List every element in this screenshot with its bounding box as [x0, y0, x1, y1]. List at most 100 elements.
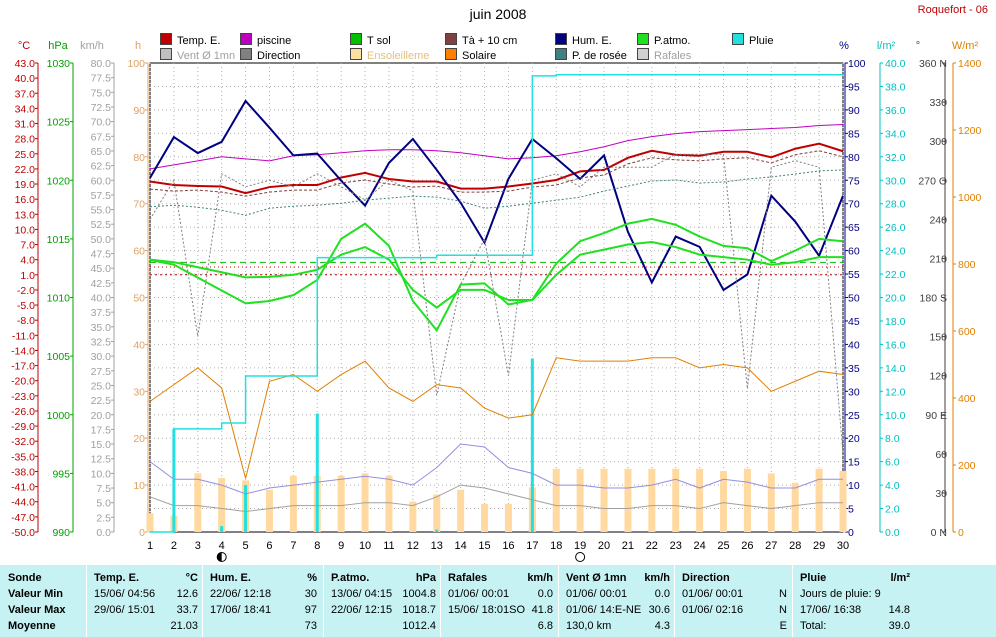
x-tick-label: 9: [338, 540, 344, 552]
series-piscine-line: [149, 124, 844, 170]
sunshine-bar: [337, 475, 345, 532]
stats-column-unit: km/h: [644, 572, 670, 584]
stats-cell-value: 0.0: [654, 588, 670, 600]
stats-column-title: Vent Ø 1mn: [566, 572, 627, 584]
legend-label: T sol: [367, 35, 391, 47]
sun-tick-label: 0: [139, 527, 145, 539]
temp-tick-label: -5.0: [17, 300, 35, 312]
wind-tick-label: 75.0: [91, 87, 112, 99]
stats-column-title: Rafales: [448, 572, 488, 584]
temp-tick-label: -2.0: [17, 285, 35, 297]
stats-cell-value: 30: [304, 588, 317, 600]
stats-column: P.atmo. hPa 13/06/ 04:15 1004.8 22/06/ 12:15…: [327, 565, 440, 637]
rain-tick-label: 16.0: [885, 339, 906, 351]
stats-cell-value: 14.8: [888, 604, 910, 616]
sun-tick-label: 90: [133, 105, 145, 117]
solar-tick-label: 600: [958, 326, 976, 338]
wind-tick-label: 5.0: [96, 498, 111, 510]
series-p-de-ros-e-line: [149, 169, 844, 216]
wind-tick-label: 72.5: [91, 102, 112, 114]
stats-column: Vent Ø 1mn km/h 01/06/ 00:01 0.0 01/06/ 14:E…: [562, 565, 674, 637]
sun-tick-label: 20: [133, 433, 145, 445]
temp-tick-label: -35.0: [11, 451, 35, 463]
stats-cell-label: 01/06/ 00:01: [682, 588, 744, 600]
legend-item: P.atmo.: [637, 31, 691, 49]
rain-tick-label: 38.0: [885, 81, 906, 93]
wind-tick-label: 0.0: [96, 527, 111, 539]
temp-tick-label: 10.0: [15, 224, 36, 236]
stats-cell-label: Jours de pluie: 9: [800, 588, 881, 600]
direction-tick-label: 0 N: [931, 527, 947, 539]
stats-column-title: Pluie: [800, 572, 827, 584]
x-tick-label: 22: [646, 540, 658, 552]
sun-tick-label: 30: [133, 386, 145, 398]
stats-column-separator: [323, 565, 324, 637]
temp-tick-label: 25.0: [15, 149, 36, 161]
wind-tick-label: 17.5: [91, 424, 112, 436]
legend-label: Temp. E.: [177, 35, 221, 47]
humidity-tick-label: 35: [848, 363, 860, 375]
legend-swatch: [350, 48, 362, 60]
stats-cell-value: 30.6: [648, 604, 670, 616]
stats-column: Temp. E. °C 15/06/ 04:56 12.6 29/06/ 15:01 33…: [90, 565, 202, 637]
legend-swatch: [445, 48, 457, 60]
stats-column-separator: [86, 565, 87, 637]
stats-cell-value: 39.0: [888, 620, 910, 632]
humidity-tick-label: 5: [848, 504, 854, 516]
sunshine-bar: [146, 513, 154, 532]
x-tick-label: 14: [455, 540, 467, 552]
sunshine-bar: [624, 468, 632, 532]
x-tick-label: 17: [526, 540, 538, 552]
legend-label: Hum. E.: [572, 35, 612, 47]
temp-tick-label: 37.0: [15, 88, 36, 100]
direction-tick-label: 150: [929, 332, 947, 344]
temp-tick-label: -20.0: [11, 376, 35, 388]
stats-cell-value: 97: [304, 604, 317, 616]
legend-item: piscine: [240, 31, 291, 49]
stats-cell-value: 0.0: [537, 588, 553, 600]
wind-tick-label: 45.0: [91, 263, 112, 275]
legend-swatch: [555, 33, 567, 45]
x-tick-label: 20: [598, 540, 610, 552]
rain-tick-label: 12.0: [885, 386, 906, 398]
humidity-unit-label: %: [839, 40, 849, 52]
stats-cell-value: E: [779, 620, 787, 632]
stats-column: Pluie l/m² Jours de pluie: 9 17/06/ 16:38 14…: [796, 565, 914, 637]
legend-label: Vent Ø 1mn: [177, 50, 236, 62]
pressure-tick-label: 995: [52, 468, 70, 480]
legend-label: Pluie: [749, 35, 774, 47]
chart-title: juin 2008: [469, 6, 527, 22]
direction-tick-label: 180 S: [920, 293, 947, 305]
rain-tick-label: 0.0: [885, 527, 900, 539]
stats-cell-label: 17/06/ 16:38: [800, 604, 862, 616]
rain-bar: [220, 526, 224, 532]
temp-tick-label: -44.0: [11, 497, 35, 509]
humidity-tick-label: 0: [848, 527, 854, 539]
direction-unit-label: °: [916, 40, 920, 52]
stats-column-unit: hPa: [415, 572, 436, 584]
humidity-tick-label: 40: [848, 339, 860, 351]
legend-label: Tà + 10 cm: [462, 35, 518, 47]
legend-item: Pluie: [732, 31, 773, 49]
rain-tick-label: 6.0: [885, 457, 900, 469]
stats-cell-label: 01/06/ 14:E-NE: [566, 604, 642, 616]
wind-tick-label: 65.0: [91, 146, 112, 158]
sunshine-bar: [218, 478, 226, 532]
wind-tick-label: 62.5: [91, 161, 112, 173]
sun-tick-label: 80: [133, 152, 145, 164]
x-tick-label: 23: [670, 540, 682, 552]
humidity-tick-label: 60: [848, 246, 860, 258]
stats-cell-label: 22/06/ 12:15: [331, 604, 393, 616]
temp-tick-label: 16.0: [15, 194, 36, 206]
wind-tick-label: 77.5: [91, 73, 112, 85]
humidity-tick-label: 50: [848, 293, 860, 305]
stats-column-unit: km/h: [527, 572, 553, 584]
x-tick-label: 8: [314, 540, 320, 552]
stats-column-unit: %: [307, 572, 317, 584]
direction-tick-label: 240: [929, 214, 947, 226]
sunshine-bar: [672, 468, 680, 532]
legend-label: Solaire: [462, 50, 497, 62]
new-moon-shade: [217, 552, 222, 562]
temp-tick-label: -8.0: [17, 315, 35, 327]
wind-tick-label: 47.5: [91, 249, 112, 261]
